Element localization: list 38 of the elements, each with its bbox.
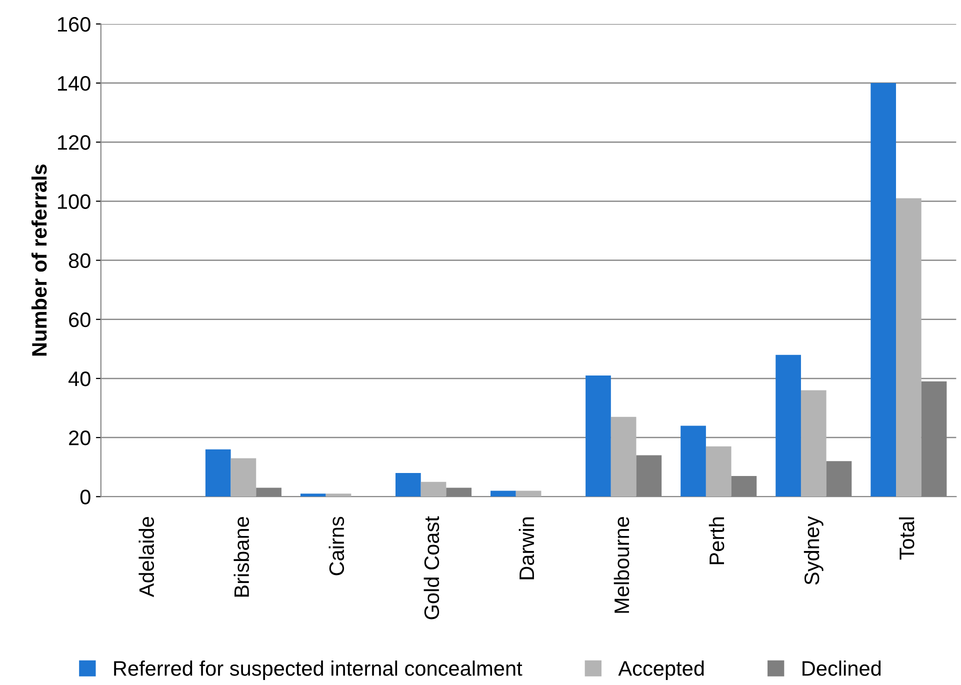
x-tick-label: Brisbane [234, 516, 250, 597]
y-tick-label: 160 [58, 16, 90, 32]
bar [490, 490, 516, 497]
bar [680, 426, 706, 497]
x-tick-label: Cairns [328, 516, 344, 576]
y-tick-label: 140 [58, 76, 90, 91]
x-tick-label: Adelaide [138, 516, 154, 598]
bar [610, 416, 636, 497]
x-tick-label: Total [898, 517, 914, 560]
y-tick-label: 120 [58, 135, 90, 150]
bar [706, 446, 732, 497]
legend-label: Accepted [618, 660, 704, 680]
bar [420, 482, 446, 497]
bar [300, 494, 326, 497]
y-tick-label: 0 [80, 490, 90, 504]
x-tick-label: Gold Coast [424, 516, 440, 620]
bar [800, 390, 826, 497]
y-tick-label: 60 [69, 312, 90, 328]
x-tick-label: Darwin [518, 517, 534, 580]
legend-label: Referred for suspected internal concealment [114, 660, 522, 680]
bar [326, 494, 352, 497]
x-tick-label: Sydney [804, 516, 824, 585]
bar [776, 354, 801, 497]
bar [396, 472, 421, 497]
y-tick-label: 40 [68, 371, 90, 386]
y-tick-label: 20 [69, 430, 90, 446]
bar [516, 490, 542, 497]
y-tick-label: 80 [68, 253, 90, 268]
bar [205, 449, 231, 497]
y-tick-label: 100 [58, 194, 90, 209]
x-tick-label: Melbourne [614, 516, 630, 613]
bar [586, 376, 611, 497]
bar [870, 83, 896, 497]
y-axis-title: Number of referrals [31, 164, 47, 356]
x-tick-label: Perth [708, 517, 724, 564]
legend-label: Declined [802, 660, 881, 676]
bar [230, 458, 256, 497]
bar [896, 198, 922, 497]
